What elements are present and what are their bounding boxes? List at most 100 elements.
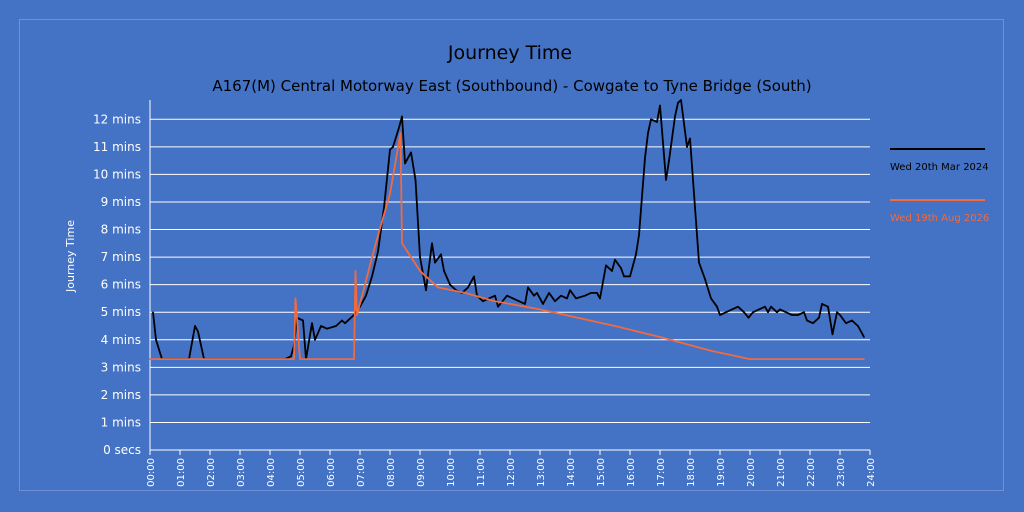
data-point: [497, 305, 499, 308]
data-point: [698, 261, 700, 264]
x-tick-label: 05:00: [296, 458, 307, 487]
chart-subtitle: A167(M) Central Motorway East (Southboun…: [212, 77, 811, 95]
y-tick-label: 9 mins: [101, 195, 141, 209]
series-layer: [149, 99, 865, 360]
data-point: [494, 294, 496, 297]
data-point: [539, 308, 541, 311]
data-point: [404, 162, 406, 165]
legend-label: Wed 19th Aug 2026: [890, 213, 989, 224]
data-point: [443, 270, 445, 272]
data-point: [743, 311, 745, 314]
data-point: [725, 311, 727, 314]
data-point: [414, 179, 417, 181]
data-point: [677, 102, 679, 104]
data-point: [464, 292, 466, 294]
x-tick-label: 24:00: [866, 458, 877, 487]
x-tick-label: 01:00: [176, 458, 187, 487]
data-point: [605, 264, 607, 267]
data-point: [389, 148, 391, 151]
data-point: [614, 325, 616, 327]
x-tick-label: 02:00: [206, 458, 217, 487]
data-point: [806, 319, 808, 322]
legend-label: Wed 20th Mar 2024: [890, 162, 989, 173]
data-point: [294, 297, 297, 300]
data-point: [623, 275, 625, 278]
x-tick-label: 03:00: [236, 458, 247, 487]
data-point: [341, 319, 343, 322]
data-point: [494, 300, 496, 303]
data-point: [659, 336, 661, 338]
data-point: [354, 270, 357, 272]
data-point: [353, 358, 355, 360]
y-tick-label: 0 secs: [103, 443, 141, 457]
y-tick-label: 10 mins: [93, 167, 141, 181]
data-point: [758, 308, 760, 311]
data-point: [389, 192, 391, 195]
data-point: [299, 358, 301, 360]
data-point: [827, 305, 829, 308]
data-point: [374, 245, 376, 247]
data-point: [554, 300, 556, 303]
data-point: [401, 242, 403, 245]
data-point: [410, 151, 412, 154]
y-tick-label: 1 mins: [101, 415, 141, 429]
data-point: [356, 314, 358, 316]
data-point: [569, 289, 571, 292]
data-point: [149, 358, 151, 360]
data-point: [611, 270, 613, 272]
data-point: [419, 256, 421, 258]
data-point: [647, 132, 649, 134]
data-point: [542, 303, 544, 305]
data-point: [560, 294, 562, 297]
data-point: [710, 350, 712, 352]
data-point: [320, 325, 322, 327]
data-point: [635, 253, 637, 256]
data-point: [812, 322, 814, 325]
x-tick-label: 04:00: [266, 458, 277, 487]
data-point: [614, 259, 616, 261]
data-point: [524, 303, 526, 305]
data-point: [737, 305, 739, 308]
data-point: [302, 319, 304, 322]
data-point: [659, 104, 661, 107]
data-point: [311, 322, 313, 325]
data-point: [776, 311, 778, 314]
data-point: [620, 267, 622, 269]
data-point: [398, 126, 400, 129]
data-point: [566, 297, 568, 300]
x-tick-label: 00:00: [146, 458, 157, 487]
data-point: [821, 303, 823, 305]
data-point: [533, 294, 535, 297]
data-point: [527, 286, 529, 289]
data-point: [704, 278, 706, 280]
data-point: [803, 311, 805, 314]
x-tick-label: 13:00: [536, 458, 547, 487]
y-tick-label: 2 mins: [101, 388, 141, 402]
y-tick-label: 12 mins: [93, 112, 141, 126]
series-line-2: [150, 132, 864, 360]
x-tick-label: 20:00: [746, 458, 757, 487]
data-point: [851, 319, 853, 322]
data-point: [863, 336, 865, 338]
data-point: [770, 305, 772, 308]
data-point: [377, 250, 379, 253]
y-tick-label: 5 mins: [101, 305, 141, 319]
data-point: [719, 314, 721, 316]
x-tick-label: 16:00: [626, 458, 637, 487]
y-tick-label: 7 mins: [101, 250, 141, 264]
data-point: [326, 327, 328, 330]
x-tick-label: 23:00: [836, 458, 847, 487]
data-point: [650, 118, 652, 121]
data-point: [863, 358, 865, 360]
data-point: [752, 311, 754, 314]
chart-title: Journey Time: [447, 42, 572, 64]
data-point: [656, 121, 658, 123]
y-tick-label: 11 mins: [93, 140, 141, 154]
data-point: [831, 333, 834, 336]
data-point: [473, 275, 475, 278]
data-point: [152, 311, 154, 314]
x-tick-label: 19:00: [716, 458, 727, 487]
data-point: [293, 358, 295, 360]
data-point: [779, 308, 781, 311]
